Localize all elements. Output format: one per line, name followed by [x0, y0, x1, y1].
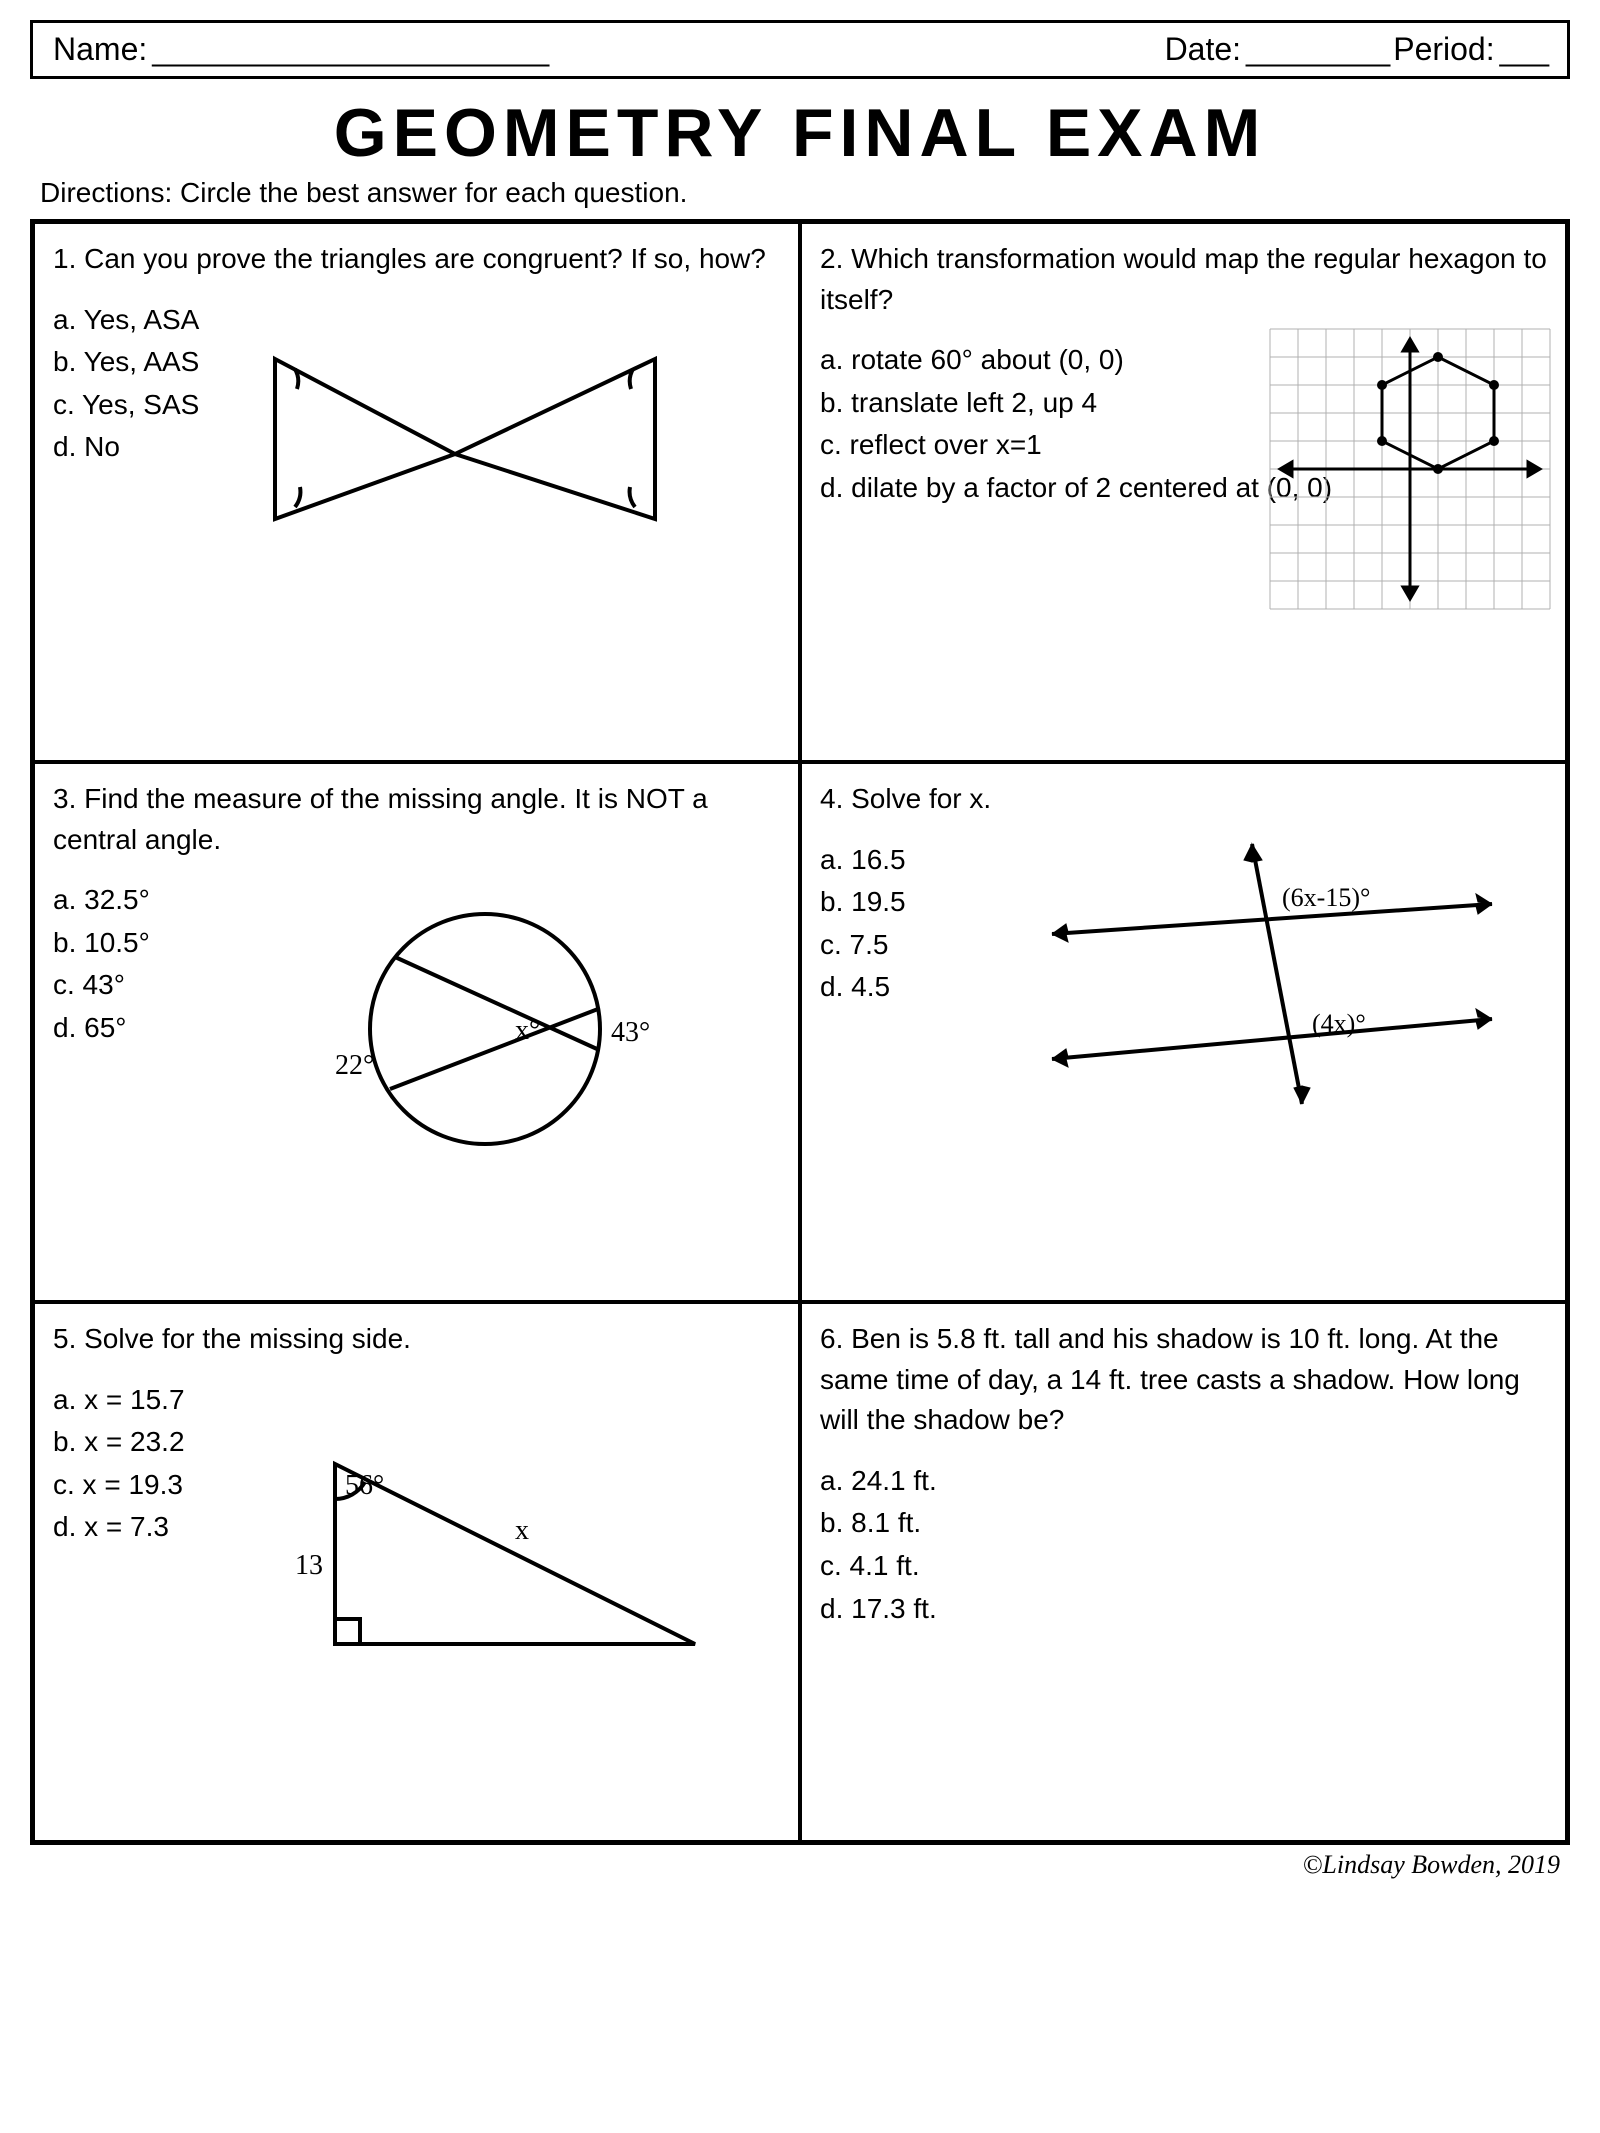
figure-right-triangle: 56° 13 x	[275, 1424, 715, 1696]
copyright-text: ©Lindsay Bowden, 2019	[30, 1850, 1570, 1880]
choice-item: b. 8.1 ft.	[820, 1503, 1547, 1544]
directions-text: Directions: Circle the best answer for e…	[30, 177, 1570, 219]
question-cell-3: 3. Find the measure of the missing angle…	[33, 762, 800, 1302]
name-label: Name:	[53, 31, 147, 68]
question-prompt: 2. Which transformation would map the re…	[820, 239, 1547, 320]
choice-list: a. 24.1 ft. b. 8.1 ft. c. 4.1 ft. d. 17.…	[820, 1461, 1547, 1629]
figure-hexagon-grid	[1270, 329, 1550, 621]
period-label: Period:	[1393, 31, 1494, 68]
angle-label-bottom: (4x)°	[1312, 1009, 1366, 1038]
date-label: Date:	[1165, 31, 1241, 68]
choice-item: a. 24.1 ft.	[820, 1461, 1547, 1502]
question-grid: 1. Can you prove the triangles are congr…	[30, 219, 1570, 1845]
question-cell-2: 2. Which transformation would map the re…	[800, 222, 1567, 762]
period-blank: ___	[1500, 31, 1547, 68]
choice-item: a. x = 15.7	[53, 1380, 780, 1421]
hyp-label: x	[515, 1515, 529, 1546]
angle-label-x: x°	[515, 1015, 540, 1046]
choice-item: a. Yes, ASA	[53, 300, 780, 341]
question-prompt: 4. Solve for x.	[820, 779, 1547, 820]
question-cell-4: 4. Solve for x. a. 16.5 b. 19.5 c. 7.5 d…	[800, 762, 1567, 1302]
angle-label: 56°	[345, 1470, 384, 1501]
figure-circle-chords: 22° 43° x°	[305, 899, 665, 1171]
leg-label: 13	[295, 1550, 323, 1581]
figure-parallel-lines: (6x-15)° (4x)°	[1022, 824, 1522, 1136]
page-title: GEOMETRY FINAL EXAM	[30, 94, 1570, 172]
name-blank: _________________________	[152, 31, 547, 68]
choice-item: d. 17.3 ft.	[820, 1589, 1547, 1630]
angle-label-top: (6x-15)°	[1282, 883, 1370, 912]
arc-label-right: 43°	[611, 1017, 650, 1048]
question-prompt: 6. Ben is 5.8 ft. tall and his shadow is…	[820, 1319, 1547, 1441]
question-prompt: 1. Can you prove the triangles are congr…	[53, 239, 780, 280]
question-cell-5: 5. Solve for the missing side. a. x = 15…	[33, 1302, 800, 1842]
arc-label-left: 22°	[335, 1050, 374, 1081]
date-blank: _________	[1246, 31, 1388, 68]
question-prompt: 5. Solve for the missing side.	[53, 1319, 780, 1360]
choice-item: c. 4.1 ft.	[820, 1546, 1547, 1587]
question-prompt: 3. Find the measure of the missing angle…	[53, 779, 780, 860]
question-cell-6: 6. Ben is 5.8 ft. tall and his shadow is…	[800, 1302, 1567, 1842]
question-cell-1: 1. Can you prove the triangles are congr…	[33, 222, 800, 762]
figure-bowtie	[255, 339, 675, 551]
worksheet-header: Name: _________________________ Date: __…	[30, 20, 1570, 79]
